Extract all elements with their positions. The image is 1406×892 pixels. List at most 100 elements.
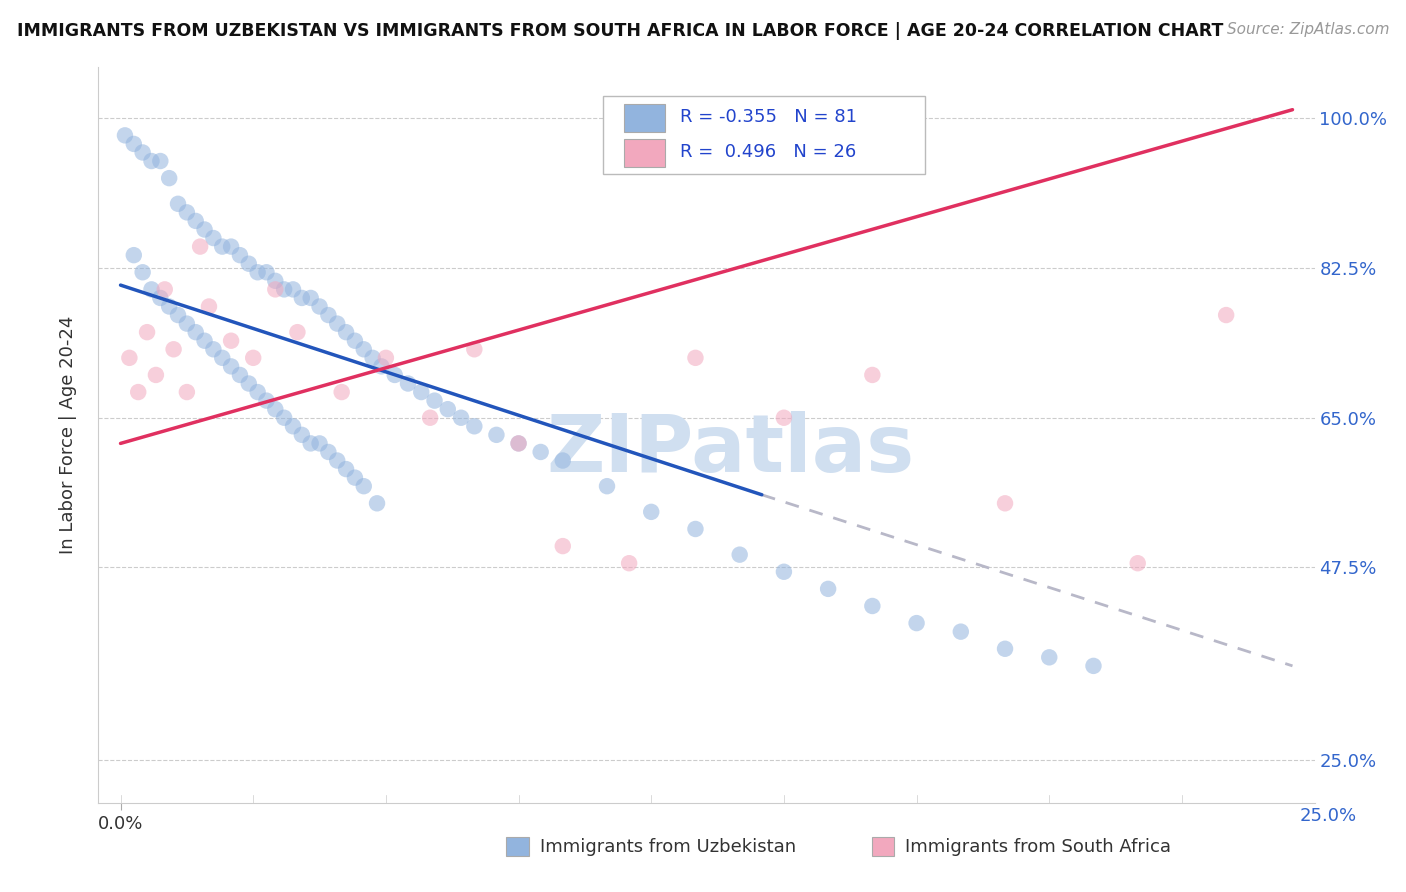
Point [384,368,406,382]
Text: 25.0%: 25.0% [1301,807,1357,825]
Point [728,548,751,562]
Point [773,565,796,579]
Point [264,282,287,296]
Point [127,385,149,400]
Point [211,351,233,365]
Point [291,291,314,305]
Point [273,282,295,296]
Point [299,436,322,450]
Point [145,368,167,382]
Point [167,196,190,211]
Point [219,334,242,348]
Point [994,641,1017,656]
FancyBboxPatch shape [624,139,665,167]
Point [551,539,574,553]
Point [396,376,419,391]
Point [685,522,707,536]
Point [264,402,287,417]
Point [463,419,485,434]
Point [1038,650,1060,665]
Point [1126,556,1149,570]
Point [219,359,242,374]
Point [308,436,330,450]
Point [238,257,260,271]
Point [773,410,796,425]
Point [211,239,233,253]
Point [330,385,353,400]
Point [949,624,972,639]
Point [149,154,172,169]
Point [256,265,278,279]
Point [281,282,304,296]
Point [238,376,260,391]
Point [193,334,215,348]
Text: Immigrants from Uzbekistan: Immigrants from Uzbekistan [540,838,796,855]
Point [326,317,349,331]
Point [463,343,485,357]
Point [366,496,388,510]
Point [136,325,159,339]
Point [318,445,340,459]
Point [242,351,264,365]
Point [817,582,839,596]
Point [114,128,136,143]
Point [335,462,357,476]
Point [508,436,530,450]
Point [264,274,287,288]
Point [157,300,180,314]
Point [551,453,574,467]
Point [246,385,269,400]
Point [131,145,153,160]
Point [202,343,225,357]
Point [219,239,242,253]
Point [291,428,314,442]
Point [450,410,472,425]
Point [640,505,662,519]
Point [246,265,269,279]
Point [184,325,207,339]
Point [353,479,375,493]
Text: R = -0.355   N = 81: R = -0.355 N = 81 [679,108,856,126]
Point [193,222,215,236]
Point [423,393,446,408]
Point [436,402,458,417]
Point [229,368,252,382]
Point [318,308,340,322]
Text: ZIPatlas: ZIPatlas [547,410,915,489]
Point [1083,659,1105,673]
Point [176,205,198,219]
Point [184,214,207,228]
Point [287,325,309,339]
Point [860,368,883,382]
Point [131,265,153,279]
Point [374,351,396,365]
Point [335,325,357,339]
Point [994,496,1017,510]
Point [176,317,198,331]
Point [167,308,190,322]
Point [256,393,278,408]
Point [343,470,366,484]
Point [353,343,375,357]
Point [118,351,141,365]
Point [149,291,172,305]
Point [299,291,322,305]
Point [1215,308,1237,322]
Point [419,410,441,425]
Point [508,436,530,450]
FancyBboxPatch shape [603,96,925,174]
Point [326,453,349,467]
Point [198,300,221,314]
Point [530,445,553,459]
Text: Source: ZipAtlas.com: Source: ZipAtlas.com [1226,22,1389,37]
Point [188,239,211,253]
Text: Immigrants from South Africa: Immigrants from South Africa [905,838,1171,855]
Text: R =  0.496   N = 26: R = 0.496 N = 26 [679,143,856,161]
Point [202,231,225,245]
Point [281,419,304,434]
Point [617,556,640,570]
Point [122,136,145,151]
Point [411,385,433,400]
Point [361,351,384,365]
Point [162,343,184,357]
